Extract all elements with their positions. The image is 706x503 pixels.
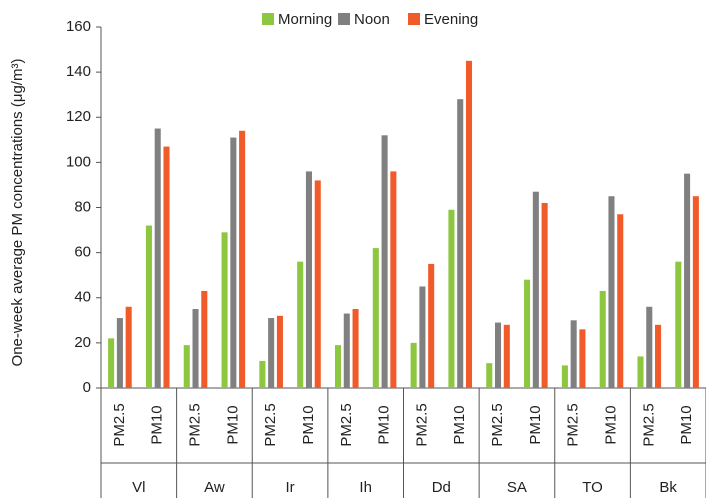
bar bbox=[541, 202, 548, 388]
bar bbox=[675, 261, 682, 388]
x-tick-label: PM2.5 bbox=[338, 403, 355, 446]
bar bbox=[297, 261, 304, 388]
bar bbox=[617, 214, 624, 388]
legend-swatch bbox=[262, 13, 274, 25]
bar bbox=[503, 324, 510, 388]
bar bbox=[655, 324, 662, 388]
bar bbox=[192, 309, 199, 388]
bar bbox=[428, 263, 435, 388]
bar bbox=[579, 329, 586, 388]
bar bbox=[410, 342, 417, 388]
y-tick-label: 80 bbox=[74, 198, 91, 215]
x-tick-label: PM10 bbox=[451, 405, 468, 444]
y-tick-label: 0 bbox=[83, 379, 91, 396]
legend-swatch bbox=[338, 13, 350, 25]
bar bbox=[201, 290, 208, 388]
y-tick-label: 20 bbox=[74, 334, 91, 351]
bar bbox=[495, 322, 502, 388]
group-label: Dd bbox=[432, 479, 451, 496]
bar bbox=[486, 363, 493, 388]
bar bbox=[608, 196, 615, 388]
bar bbox=[372, 248, 379, 388]
bar bbox=[305, 171, 312, 388]
bar bbox=[183, 345, 190, 388]
x-tick-label: PM10 bbox=[602, 405, 619, 444]
bar bbox=[221, 232, 228, 388]
legend-label: Noon bbox=[354, 11, 390, 28]
bar bbox=[532, 191, 539, 388]
x-tick-label: PM10 bbox=[149, 405, 166, 444]
bar bbox=[465, 60, 473, 388]
y-tick-label: 140 bbox=[66, 63, 91, 80]
bar bbox=[154, 128, 161, 388]
bar bbox=[343, 313, 350, 388]
x-tick-label: PM10 bbox=[678, 405, 695, 444]
x-tick-label: PM2.5 bbox=[640, 403, 657, 446]
x-tick-label: PM10 bbox=[224, 405, 241, 444]
y-tick-label: 40 bbox=[74, 289, 91, 306]
x-tick-label: PM2.5 bbox=[565, 403, 582, 446]
bar bbox=[448, 209, 455, 388]
bar bbox=[145, 225, 152, 388]
bar bbox=[390, 171, 397, 388]
x-tick-label: PM2.5 bbox=[187, 403, 204, 446]
bar bbox=[457, 99, 464, 388]
group-label: Aw bbox=[204, 479, 225, 496]
x-tick-label: PM2.5 bbox=[262, 403, 279, 446]
x-tick-label: PM2.5 bbox=[111, 403, 128, 446]
bar bbox=[116, 318, 123, 388]
bar bbox=[352, 309, 359, 388]
bar bbox=[314, 180, 321, 388]
bar bbox=[637, 356, 644, 388]
group-label: SA bbox=[507, 479, 527, 496]
bar bbox=[646, 306, 653, 388]
x-tick-label: PM10 bbox=[527, 405, 544, 444]
bar bbox=[524, 279, 531, 388]
bar bbox=[268, 318, 275, 388]
bar bbox=[692, 196, 699, 388]
bar bbox=[561, 365, 568, 388]
y-tick-label: 60 bbox=[74, 244, 91, 261]
bar bbox=[125, 306, 132, 388]
x-tick-label: PM10 bbox=[300, 405, 317, 444]
bar bbox=[230, 137, 237, 388]
bar bbox=[163, 146, 170, 388]
bar bbox=[599, 290, 606, 388]
bar bbox=[334, 345, 342, 388]
bar bbox=[259, 360, 266, 388]
bar bbox=[276, 315, 283, 388]
bar bbox=[570, 320, 577, 388]
legend-swatch bbox=[408, 13, 420, 25]
x-tick-label: PM2.5 bbox=[413, 403, 430, 446]
group-label: Vl bbox=[132, 479, 145, 496]
group-label: TO bbox=[582, 479, 603, 496]
bar bbox=[239, 130, 246, 388]
y-axis-label: One-week average PM concentrations (μg/m… bbox=[9, 59, 26, 367]
group-label: Ir bbox=[285, 479, 294, 496]
legend-label: Morning bbox=[278, 11, 332, 28]
x-tick-label: PM10 bbox=[376, 405, 393, 444]
group-label: Ih bbox=[359, 479, 372, 496]
legend-label: Evening bbox=[424, 11, 478, 28]
bar bbox=[108, 338, 115, 388]
bar bbox=[381, 135, 388, 388]
bar bbox=[684, 173, 691, 388]
bar bbox=[419, 286, 426, 388]
y-tick-label: 120 bbox=[66, 108, 91, 125]
group-label: Bk bbox=[659, 479, 677, 496]
x-tick-label: PM2.5 bbox=[489, 403, 506, 446]
y-tick-label: 100 bbox=[66, 153, 91, 170]
y-tick-label: 160 bbox=[66, 18, 91, 35]
